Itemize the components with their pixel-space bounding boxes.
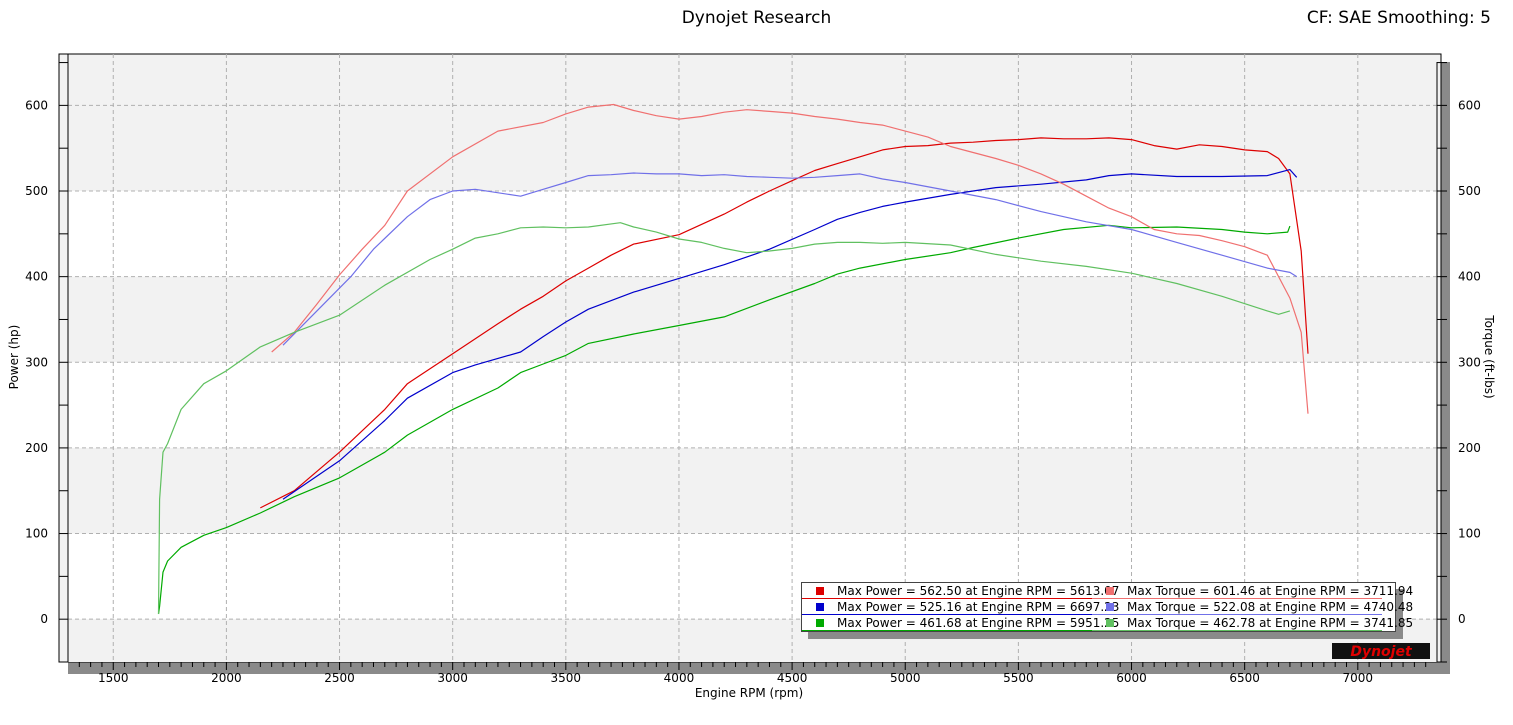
- y2-tick-label: 0: [1458, 612, 1466, 626]
- y-tick-label: 400: [25, 270, 48, 284]
- y-tick-label: 200: [25, 441, 48, 455]
- grid-band: [68, 191, 1437, 277]
- y2-tick-label: 400: [1458, 270, 1481, 284]
- y-tick-label: 300: [25, 355, 48, 369]
- legend-label: Max Torque = 601.46 at Engine RPM = 3711…: [1127, 584, 1414, 598]
- y2-axis-title: Torque (ft-lbs): [1482, 314, 1496, 398]
- y2-tick-label: 600: [1458, 98, 1481, 112]
- series-line-torque_red: [271, 103, 1309, 414]
- x-tick-label: 2000: [211, 671, 242, 685]
- legend-item-power_red: Max Power = 562.50 at Engine RPM = 5613.…: [802, 583, 1119, 599]
- x-tick-label: 5000: [890, 671, 921, 685]
- chart-title: Dynojet Research: [681, 8, 832, 28]
- x-tick-label: 5500: [1003, 671, 1034, 685]
- series-line-torque_green: [157, 222, 1291, 615]
- series-line-power_blue: [282, 169, 1298, 500]
- legend-item-torque_green: Max Torque = 462.78 at Engine RPM = 3741…: [1092, 615, 1413, 631]
- legend-swatch: [816, 603, 824, 611]
- y-tick-label: 100: [25, 527, 48, 541]
- legend-power-column: Max Power = 562.50 at Engine RPM = 5613.…: [802, 583, 1119, 631]
- y-tick-label: 600: [25, 98, 48, 112]
- x-tick-label: 3500: [551, 671, 582, 685]
- x-tick-label: 1500: [98, 671, 129, 685]
- legend-item-torque_red: Max Torque = 601.46 at Engine RPM = 3711…: [1092, 583, 1413, 599]
- legend-swatch: [816, 619, 824, 627]
- x-tick-label: 4000: [664, 671, 695, 685]
- series-line-power_red: [260, 137, 1309, 509]
- y2-tick-label: 300: [1458, 355, 1481, 369]
- y2-tick-label: 100: [1458, 527, 1481, 541]
- dynojet-logo: Dynojet: [1332, 643, 1430, 660]
- x-tick-label: 7000: [1343, 671, 1374, 685]
- legend-swatch: [816, 587, 824, 595]
- x-tick-label: 6500: [1229, 671, 1260, 685]
- x-tick-label: 4500: [777, 671, 808, 685]
- legend-label: Max Power = 461.68 at Engine RPM = 5951.…: [837, 616, 1120, 630]
- legend-swatch: [1106, 619, 1114, 627]
- legend-swatch: [1106, 587, 1114, 595]
- x-tick-label: 6000: [1116, 671, 1147, 685]
- y-axis-title: Power (hp): [7, 325, 21, 390]
- grid-band: [68, 362, 1437, 448]
- legend-swatch: [1106, 603, 1114, 611]
- series-line-power_green: [157, 224, 1291, 615]
- legend-label: Max Power = 562.50 at Engine RPM = 5613.…: [837, 584, 1120, 598]
- y2-tick-label: 500: [1458, 184, 1481, 198]
- series-line-torque_blue: [282, 172, 1298, 346]
- legend-label: Max Torque = 462.78 at Engine RPM = 3741…: [1127, 616, 1414, 630]
- legend-label: Max Power = 525.16 at Engine RPM = 6697.…: [837, 600, 1120, 614]
- y-tick-label: 500: [25, 184, 48, 198]
- x-tick-label: 3000: [437, 671, 468, 685]
- y-tick-label: 0: [40, 612, 48, 626]
- legend-item-torque_blue: Max Torque = 522.08 at Engine RPM = 4740…: [1092, 599, 1413, 615]
- y2-tick-label: 200: [1458, 441, 1481, 455]
- x-axis-title: Engine RPM (rpm): [695, 686, 803, 700]
- correction-factor-info: CF: SAE Smoothing: 5: [1306, 8, 1491, 28]
- chart-legend: Max Power = 562.50 at Engine RPM = 5613.…: [801, 582, 1413, 632]
- legend-torque-column: Max Torque = 601.46 at Engine RPM = 3711…: [1092, 583, 1413, 631]
- x-tick-label: 2500: [324, 671, 355, 685]
- logo-text: Dynojet: [1350, 644, 1413, 660]
- legend-item-power_green: Max Power = 461.68 at Engine RPM = 5951.…: [802, 615, 1119, 631]
- legend-item-power_blue: Max Power = 525.16 at Engine RPM = 6697.…: [802, 599, 1119, 615]
- legend-label: Max Torque = 522.08 at Engine RPM = 4740…: [1127, 600, 1414, 614]
